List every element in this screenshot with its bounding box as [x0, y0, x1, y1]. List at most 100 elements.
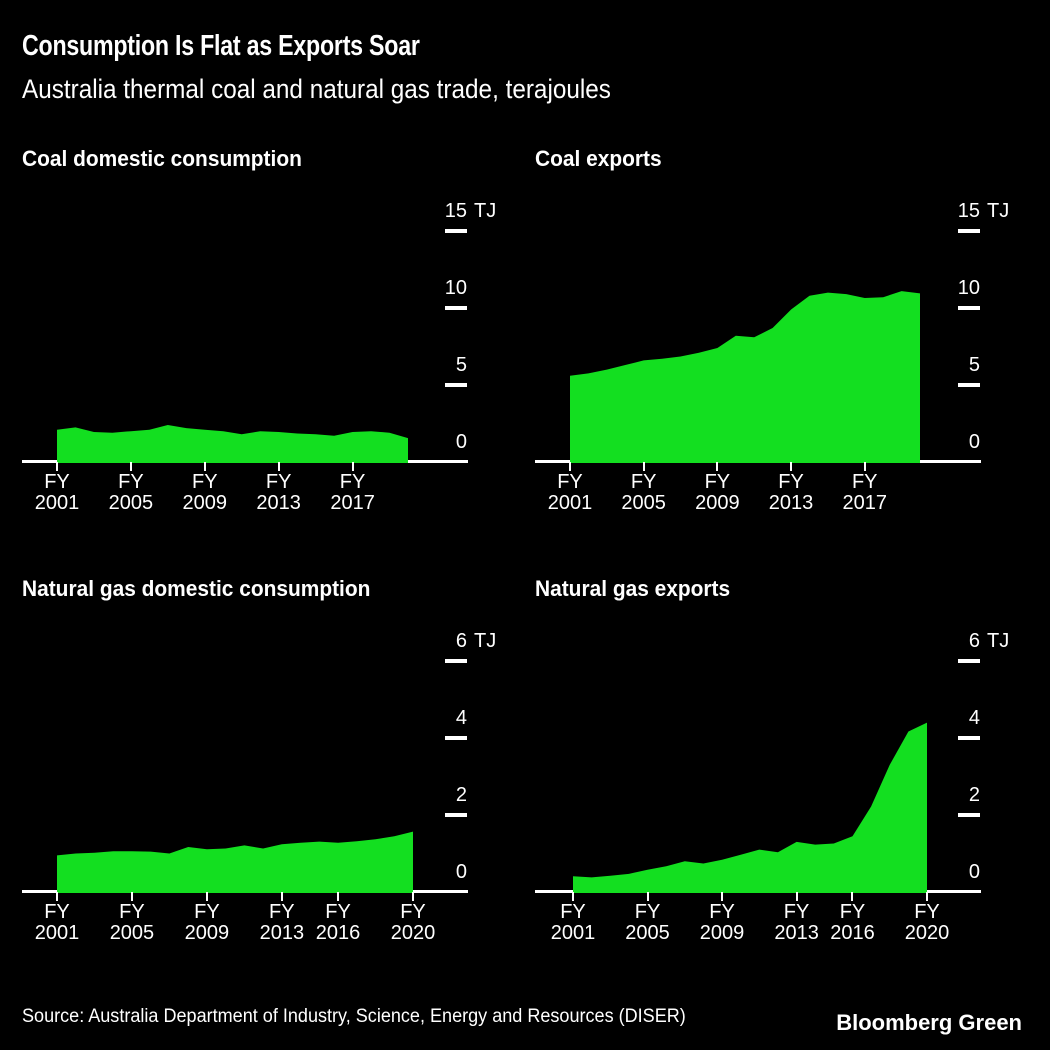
area-polygon: [57, 425, 408, 463]
y-tick-label: 10: [957, 277, 980, 299]
y-tick-label: 6: [968, 630, 980, 652]
x-axis-tick: [795, 892, 798, 901]
area-series: [570, 291, 920, 463]
area-series: [57, 831, 413, 893]
x-tick-label: FY 2009: [677, 902, 767, 944]
x-tick-label-year: 2020: [904, 922, 950, 944]
x-tick-label: FY 2005: [603, 902, 693, 944]
x-tick-label-prefix: FY: [839, 901, 866, 923]
x-tick-label-prefix: FY: [44, 471, 70, 493]
x-tick-label-year: 2001: [550, 922, 596, 944]
plot-area: FY 2001 FY 2005 FY 2009 FY 2013 FY 2016 FY 2020 0 2 4 6…: [0, 570, 537, 1010]
y-tick-label: 4: [455, 707, 467, 729]
x-tick-label: FY 2016: [293, 902, 383, 944]
x-tick-label-year: 2013: [259, 922, 305, 944]
y-tick-dash: [958, 306, 980, 310]
x-tick-label-prefix: FY: [778, 471, 804, 493]
x-tick-label-prefix: FY: [704, 471, 731, 493]
x-tick-label-year: 2009: [184, 922, 230, 944]
y-tick-dash: [445, 229, 467, 233]
x-tick-label-prefix: FY: [400, 901, 426, 923]
x-axis-tick: [642, 462, 645, 471]
x-tick-label: FY 2009: [162, 902, 252, 944]
x-tick-label-year: 2001: [547, 492, 593, 514]
x-tick-label-year: 2005: [108, 492, 154, 514]
x-tick-label-year: 2017: [330, 492, 375, 514]
x-tick-label-year: 2005: [621, 492, 666, 514]
y-tick-label: 2: [968, 784, 980, 806]
x-tick-label-year: 2009: [699, 922, 745, 944]
y-axis-unit-label: TJ: [474, 630, 497, 652]
x-axis-tick: [790, 462, 793, 471]
x-tick-label-year: 2013: [768, 492, 814, 514]
y-axis-unit-label: TJ: [987, 630, 1010, 652]
x-tick-label-prefix: FY: [269, 901, 295, 923]
x-axis-tick: [277, 462, 280, 471]
x-axis-tick: [851, 892, 854, 901]
x-tick-label-prefix: FY: [634, 901, 661, 923]
x-axis-tick: [203, 462, 206, 471]
y-tick-dash: [958, 813, 980, 817]
y-tick-label: 4: [968, 707, 980, 729]
x-axis-tick: [129, 462, 132, 471]
x-tick-label: FY 2001: [525, 472, 615, 514]
y-tick-label: 0: [455, 861, 467, 883]
y-tick-dash: [958, 659, 980, 663]
chart-panel-coal-exports: Coal exports FY 2001 FY 2005 FY 2009 FY 2013 FY 2…: [513, 140, 1050, 540]
x-axis-tick: [716, 462, 719, 471]
x-tick-label-year: 2001: [34, 922, 80, 944]
source-note: Source: Australia Department of Industry…: [22, 1006, 686, 1027]
plot-area: FY 2001 FY 2005 FY 2009 FY 2013 FY 2017 0 5 10 15 TJ: [513, 140, 1050, 540]
y-tick-dash: [445, 306, 467, 310]
x-tick-label: FY 2009: [672, 472, 762, 514]
panel-title: Coal domestic consumption: [22, 146, 302, 171]
x-tick-label: FY 2013: [234, 472, 324, 514]
y-tick-label: 15: [957, 200, 980, 222]
x-axis-tick: [572, 892, 574, 901]
y-tick-dash: [958, 736, 980, 740]
x-tick-label: FY 2016: [807, 902, 897, 944]
x-tick-label-prefix: FY: [194, 901, 220, 923]
x-tick-label-prefix: FY: [709, 901, 735, 923]
chart-panel-natural-gas-exports: Natural gas exports FY 2001 FY 2005 FY 2009 FY…: [513, 570, 1050, 1010]
y-tick-dash: [445, 659, 467, 663]
x-tick-label-prefix: FY: [118, 471, 144, 493]
x-tick-label-year: 2009: [695, 492, 740, 514]
x-tick-label-year: 2016: [315, 922, 361, 944]
x-tick-label-year: 2005: [109, 922, 155, 944]
y-tick-label: 10: [444, 277, 467, 299]
chart-panel-natural-gas-domestic-consumption: Natural gas domestic consumption FY 2001 F…: [0, 570, 537, 1010]
x-tick-label-prefix: FY: [44, 901, 70, 923]
x-tick-label-prefix: FY: [119, 901, 145, 923]
x-axis-tick: [721, 892, 724, 901]
x-tick-label-prefix: FY: [783, 901, 810, 923]
x-tick-label-prefix: FY: [265, 471, 292, 493]
bloomberg-green-logo: Bloomberg Green: [836, 1010, 1022, 1035]
area-polygon: [573, 722, 927, 893]
x-axis-tick: [646, 892, 649, 901]
page-title: Consumption Is Flat as Exports Soar: [22, 30, 420, 62]
y-tick-dash: [445, 736, 467, 740]
y-tick-dash: [445, 813, 467, 817]
x-tick-label: FY 2009: [160, 472, 250, 514]
y-tick-label: 2: [455, 784, 467, 806]
x-tick-label-prefix: FY: [851, 471, 878, 493]
x-axis-tick: [569, 462, 571, 471]
y-tick-label: 15: [444, 200, 467, 222]
panel-title: Coal exports: [535, 146, 662, 171]
x-axis-tick: [926, 892, 928, 901]
plot-area: FY 2001 FY 2005 FY 2009 FY 2013 FY 2017 0 5 10 15 TJ: [0, 140, 537, 540]
page-subtitle: Australia thermal coal and natural gas t…: [22, 74, 611, 104]
x-tick-label: FY 2017: [308, 472, 398, 514]
x-tick-label-prefix: FY: [630, 471, 657, 493]
y-tick-label: 0: [968, 861, 980, 883]
y-tick-dash: [958, 383, 980, 387]
x-axis-tick: [130, 892, 133, 901]
y-tick-label: 5: [968, 354, 980, 376]
x-tick-label-year: 2017: [842, 492, 887, 514]
x-tick-label-year: 2005: [625, 922, 670, 944]
x-tick-label: FY 2005: [87, 902, 177, 944]
x-tick-label: FY 2020: [368, 902, 458, 944]
x-axis-tick: [56, 892, 58, 901]
